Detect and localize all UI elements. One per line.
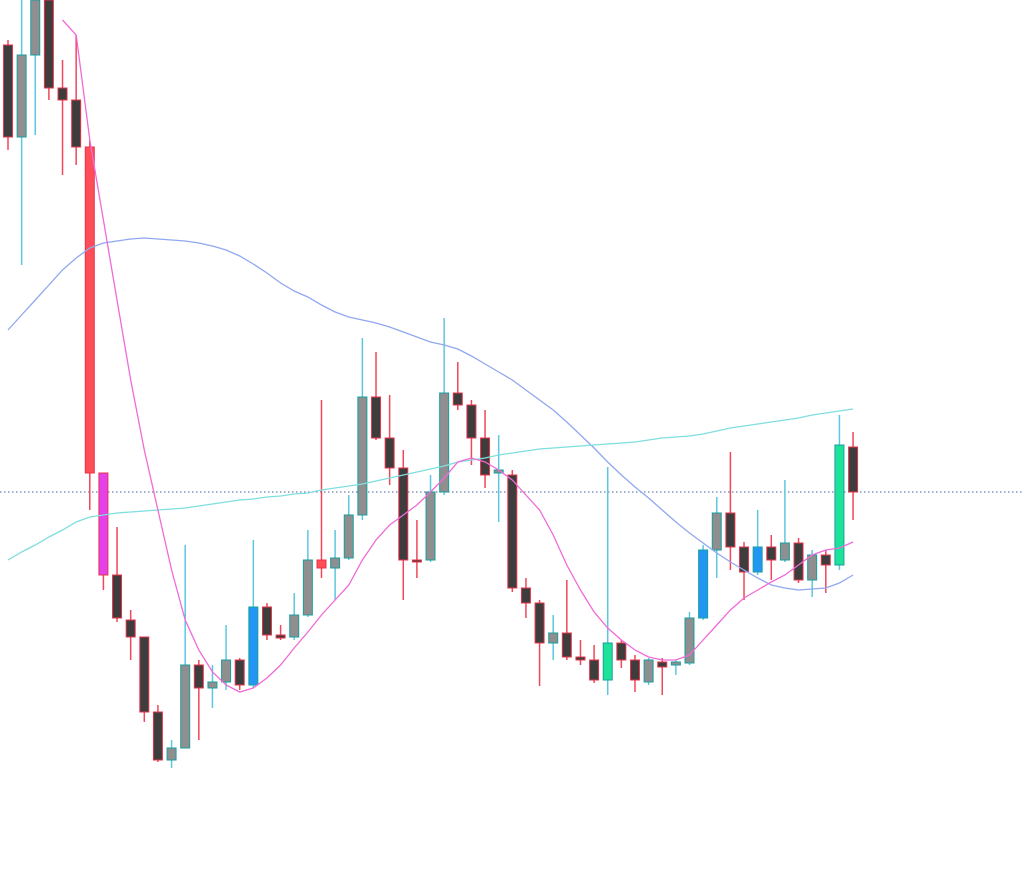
candle-body (739, 546, 750, 573)
candle-body (629, 659, 640, 681)
candle-body (480, 437, 491, 476)
candle-body (439, 392, 450, 493)
candle-body (507, 474, 518, 589)
candle-body (330, 557, 341, 569)
moving-average-line (7, 237, 854, 591)
candle-body (820, 554, 831, 566)
candle-body (193, 664, 204, 689)
candle-body (180, 664, 191, 749)
candle-body (698, 549, 709, 619)
candle-body (139, 636, 150, 713)
candle-body (670, 661, 681, 666)
candle-body (98, 472, 109, 576)
candle-body (548, 632, 559, 644)
candle-body (425, 491, 436, 561)
candle-body (793, 542, 804, 581)
candle-body (57, 87, 68, 101)
candle-body (684, 617, 695, 664)
candle-body (275, 634, 286, 639)
candle-body (561, 632, 572, 658)
candle-body (589, 659, 600, 681)
moving-average-line (62, 19, 854, 693)
candle-body (575, 656, 586, 661)
candle-body (657, 661, 668, 668)
candle-body (234, 659, 245, 686)
candle-body (411, 559, 422, 563)
candle-body (30, 0, 41, 56)
candle-body (371, 396, 382, 439)
candle-body (711, 512, 722, 551)
candle-body (452, 392, 463, 406)
candle-body (71, 99, 82, 148)
candle-body (289, 614, 300, 638)
candle-body (343, 514, 354, 559)
candle-body (3, 44, 13, 138)
candle-body (834, 444, 845, 566)
moving-average-line (7, 408, 854, 561)
candle-body (207, 681, 218, 689)
candle-body (384, 437, 395, 469)
candle-body (152, 711, 163, 761)
candle-body (779, 542, 790, 561)
candle-body (848, 446, 859, 493)
candle-body (16, 54, 27, 138)
candle-body (84, 146, 95, 474)
candle-body (616, 642, 627, 661)
candle-body (643, 659, 654, 683)
candle-body (602, 642, 613, 681)
candle-body (534, 602, 545, 644)
candle-body (248, 606, 259, 686)
candle-body (166, 747, 177, 761)
candle-body (125, 619, 136, 638)
candle-body (466, 404, 477, 439)
candle-body (398, 467, 409, 561)
candle-body (302, 559, 313, 616)
candle-body (807, 554, 818, 581)
candle-body (725, 512, 736, 548)
candle-body (112, 574, 123, 619)
candle-body (752, 546, 763, 573)
candle-body (221, 659, 232, 683)
candle-body (261, 606, 272, 636)
candle-body (766, 546, 777, 561)
candle-body (357, 396, 368, 516)
candle-body (316, 559, 327, 569)
candle-body (520, 587, 531, 604)
candle-body (43, 0, 54, 89)
